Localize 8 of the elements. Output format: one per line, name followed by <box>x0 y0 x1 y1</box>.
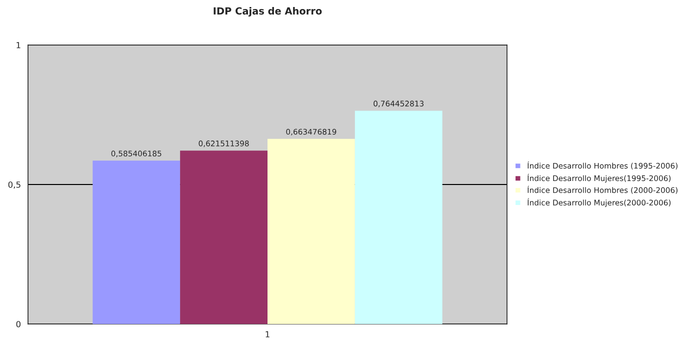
bar <box>268 138 355 324</box>
bar <box>354 110 442 324</box>
chart-title: IDP Cajas de Ahorro <box>214 7 322 17</box>
bar <box>92 160 180 324</box>
y-tick-label: 0 <box>16 320 20 328</box>
y-tick-label: 1 <box>16 42 20 48</box>
y-tick-label: 0,5 <box>8 181 20 189</box>
bar <box>180 150 268 324</box>
